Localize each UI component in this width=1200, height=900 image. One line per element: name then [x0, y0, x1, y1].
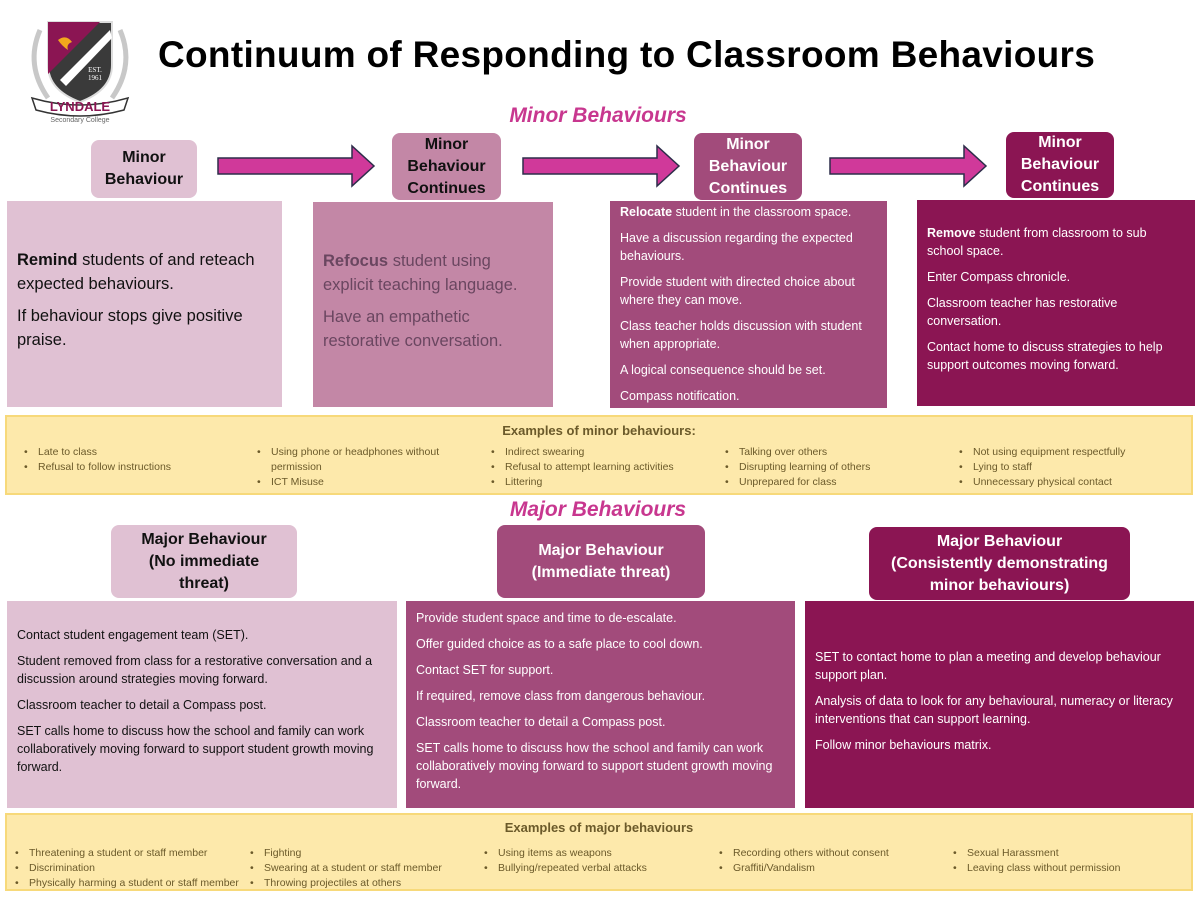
minor-examples-column: Using phone or headphones without permis…	[257, 445, 467, 490]
major-examples-title: Examples of major behaviours	[504, 820, 694, 835]
arrow-right-icon	[522, 144, 681, 188]
major-stage-3-actions: SET to contact home to plan a meeting an…	[805, 601, 1194, 808]
svg-text:LYNDALE: LYNDALE	[50, 99, 111, 114]
minor-stage-1-actions: Remind students of and reteach expected …	[7, 201, 282, 407]
major-examples-column: Recording others without consentGraffiti…	[719, 846, 939, 876]
major-examples-column: Using items as weaponsBullying/repeated …	[484, 846, 704, 876]
arrow-right-icon	[829, 144, 988, 188]
minor-stage-3-actions: Relocate student in the classroom space.…	[610, 201, 887, 408]
minor-examples-column: Indirect swearingRefusal to attempt lear…	[491, 445, 701, 490]
major-examples-column: FightingSwearing at a student or staff m…	[250, 846, 470, 891]
svg-text:1961: 1961	[88, 74, 103, 82]
page-title: Continuum of Responding to Classroom Beh…	[158, 34, 1096, 75]
major-examples-column: Threatening a student or staff memberDis…	[15, 846, 250, 891]
minor-examples-column: Talking over othersDisrupting learning o…	[725, 445, 935, 490]
minor-stage-3-label: Minor Behaviour Continues	[694, 133, 802, 200]
svg-text:Secondary College: Secondary College	[50, 117, 109, 124]
minor-stage-4-actions: Remove student from classroom to sub sch…	[917, 200, 1195, 406]
minor-stage-4-label: Minor Behaviour Continues	[1006, 132, 1114, 198]
major-examples-column: Sexual HarassmentLeaving class without p…	[953, 846, 1173, 876]
school-logo: EST. 1961 LYNDALE Secondary College	[20, 10, 140, 125]
minor-examples-column: Late to classRefusal to follow instructi…	[24, 445, 234, 475]
minor-stage-2-label: Minor Behaviour Continues	[392, 133, 501, 200]
svg-text:EST.: EST.	[88, 66, 102, 74]
minor-stage-1-label: Minor Behaviour	[91, 140, 197, 198]
arrow-right-icon	[217, 144, 376, 188]
minor-behaviours-heading: Minor Behaviours	[509, 104, 687, 127]
minor-stage-2-actions: Refocus student using explicit teaching …	[313, 202, 553, 407]
major-examples-panel: Examples of major behaviours Threatening…	[5, 813, 1193, 891]
major-stage-2-label: Major Behaviour (Immediate threat)	[497, 525, 705, 598]
major-stage-2-actions: Provide student space and time to de-esc…	[406, 601, 795, 808]
major-behaviours-heading: Major Behaviours	[509, 498, 687, 521]
minor-examples-panel: Examples of minor behaviours: Late to cl…	[5, 415, 1193, 495]
minor-examples-title: Examples of minor behaviours:	[502, 423, 696, 438]
major-stage-1-actions: Contact student engagement team (SET). St…	[7, 601, 397, 808]
major-stage-3-label: Major Behaviour (Consistently demonstrat…	[869, 527, 1130, 600]
major-stage-1-label: Major Behaviour (No immediate threat)	[111, 525, 297, 598]
minor-examples-column: Not using equipment respectfullyLying to…	[959, 445, 1179, 490]
